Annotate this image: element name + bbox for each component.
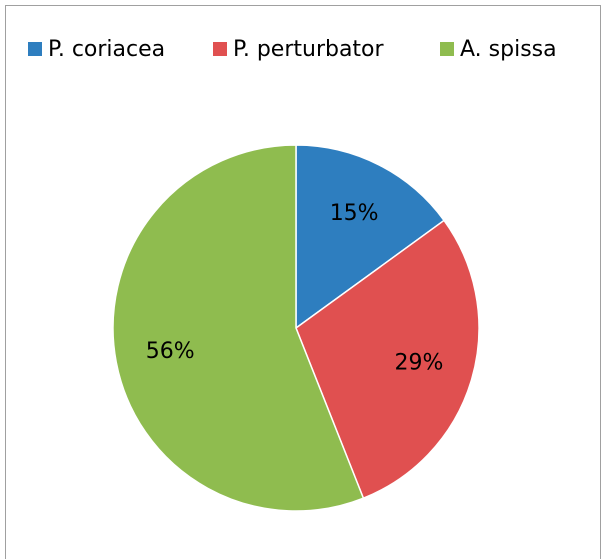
pie-slice	[295, 219, 480, 500]
legend-swatch	[440, 42, 454, 56]
legend-swatch	[28, 42, 42, 56]
data-label: 56%	[146, 339, 195, 364]
data-label: 29%	[395, 351, 444, 376]
legend-label: A. spissa	[460, 37, 557, 62]
pie-slice	[295, 144, 446, 330]
legend-label: P. coriacea	[48, 37, 165, 62]
data-label: 15%	[330, 201, 379, 226]
legend-label: P. perturbator	[233, 37, 385, 62]
legend-swatch	[213, 42, 227, 56]
pie-slice	[112, 144, 365, 512]
